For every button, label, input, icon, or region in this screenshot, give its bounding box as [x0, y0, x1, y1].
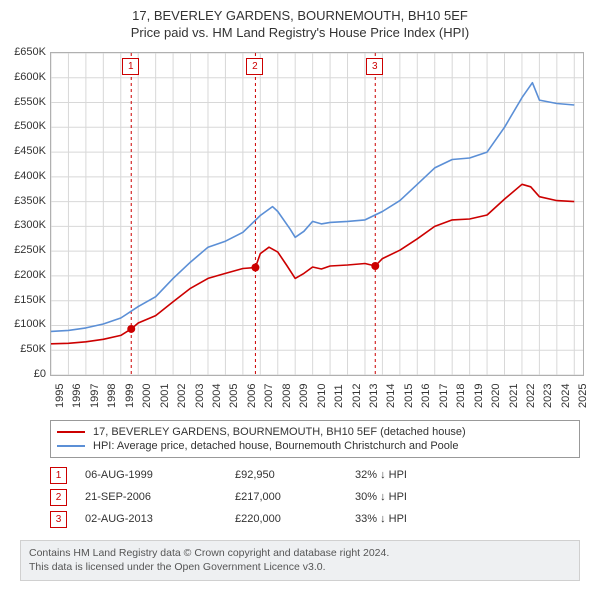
x-tick-label: 1995 [54, 384, 66, 408]
x-tick-label: 2001 [159, 384, 171, 408]
y-tick-label: £300K [2, 219, 46, 231]
x-tick-label: 2002 [176, 384, 188, 408]
y-tick-label: £0 [2, 368, 46, 380]
sale-price: £220,000 [235, 513, 355, 525]
down-arrow-icon [380, 469, 386, 481]
x-tick-label: 2016 [420, 384, 432, 408]
x-tick-label: 2006 [246, 384, 258, 408]
x-tick-label: 2005 [228, 384, 240, 408]
x-tick-label: 2003 [194, 384, 206, 408]
legend-row: HPI: Average price, detached house, Bour… [57, 439, 573, 453]
chart-marker-3: 3 [366, 58, 383, 75]
chart-marker-2: 2 [246, 58, 263, 75]
plot-area [50, 52, 584, 376]
y-tick-label: £50K [2, 343, 46, 355]
legend-label-property: 17, BEVERLEY GARDENS, BOURNEMOUTH, BH10 … [93, 426, 466, 438]
sale-delta: 30% HPI [355, 491, 407, 503]
x-tick-label: 2012 [351, 384, 363, 408]
y-tick-label: £650K [2, 46, 46, 58]
x-tick-label: 2021 [508, 384, 520, 408]
legend-swatch-property [57, 431, 85, 433]
sale-row: 3 02-AUG-2013 £220,000 33% HPI [50, 508, 580, 530]
legend-swatch-hpi [57, 445, 85, 447]
x-tick-label: 1997 [89, 384, 101, 408]
x-tick-label: 1996 [71, 384, 83, 408]
x-tick-label: 2015 [403, 384, 415, 408]
legend-label-hpi: HPI: Average price, detached house, Bour… [93, 440, 458, 452]
footer-line2: This data is licensed under the Open Gov… [29, 561, 571, 575]
down-arrow-icon [380, 513, 386, 525]
sales-table: 1 06-AUG-1999 £92,950 32% HPI 2 21-SEP-2… [50, 464, 580, 530]
x-tick-label: 2022 [525, 384, 537, 408]
x-tick-label: 2008 [281, 384, 293, 408]
x-tick-label: 1998 [106, 384, 118, 408]
sale-row: 1 06-AUG-1999 £92,950 32% HPI [50, 464, 580, 486]
x-tick-label: 2023 [542, 384, 554, 408]
sale-marker-2: 2 [50, 489, 67, 506]
x-tick-label: 2009 [298, 384, 310, 408]
x-tick-label: 2014 [385, 384, 397, 408]
legend: 17, BEVERLEY GARDENS, BOURNEMOUTH, BH10 … [50, 420, 580, 458]
y-tick-label: £350K [2, 195, 46, 207]
plot-svg [51, 53, 583, 375]
y-tick-label: £400K [2, 170, 46, 182]
x-tick-label: 2000 [141, 384, 153, 408]
y-tick-label: £450K [2, 145, 46, 157]
chart-title: 17, BEVERLEY GARDENS, BOURNEMOUTH, BH10 … [0, 0, 600, 42]
sale-price: £92,950 [235, 469, 355, 481]
title-line1: 17, BEVERLEY GARDENS, BOURNEMOUTH, BH10 … [0, 8, 600, 25]
title-line2: Price paid vs. HM Land Registry's House … [0, 25, 600, 42]
x-tick-label: 2010 [316, 384, 328, 408]
sale-date: 21-SEP-2006 [85, 491, 235, 503]
down-arrow-icon [380, 491, 386, 503]
x-tick-label: 2018 [455, 384, 467, 408]
x-tick-label: 2024 [560, 384, 572, 408]
footer-line1: Contains HM Land Registry data © Crown c… [29, 547, 571, 561]
sale-delta: 33% HPI [355, 513, 407, 525]
sale-marker-3: 3 [50, 511, 67, 528]
sale-date: 02-AUG-2013 [85, 513, 235, 525]
x-tick-label: 2017 [438, 384, 450, 408]
sale-price: £217,000 [235, 491, 355, 503]
attribution-footer: Contains HM Land Registry data © Crown c… [20, 540, 580, 581]
y-tick-label: £600K [2, 71, 46, 83]
sale-marker-1: 1 [50, 467, 67, 484]
y-tick-label: £550K [2, 96, 46, 108]
x-tick-label: 2019 [473, 384, 485, 408]
y-tick-label: £100K [2, 318, 46, 330]
x-tick-label: 1999 [124, 384, 136, 408]
sale-delta: 32% HPI [355, 469, 407, 481]
chart-marker-1: 1 [122, 58, 139, 75]
x-tick-label: 2004 [211, 384, 223, 408]
y-tick-label: £150K [2, 294, 46, 306]
sale-row: 2 21-SEP-2006 £217,000 30% HPI [50, 486, 580, 508]
y-tick-label: £250K [2, 244, 46, 256]
x-tick-label: 2011 [333, 384, 345, 408]
x-tick-label: 2013 [368, 384, 380, 408]
x-tick-label: 2007 [263, 384, 275, 408]
y-tick-label: £500K [2, 120, 46, 132]
x-tick-label: 2020 [490, 384, 502, 408]
legend-row: 17, BEVERLEY GARDENS, BOURNEMOUTH, BH10 … [57, 425, 573, 439]
x-tick-label: 2025 [577, 384, 589, 408]
y-tick-label: £200K [2, 269, 46, 281]
sale-date: 06-AUG-1999 [85, 469, 235, 481]
